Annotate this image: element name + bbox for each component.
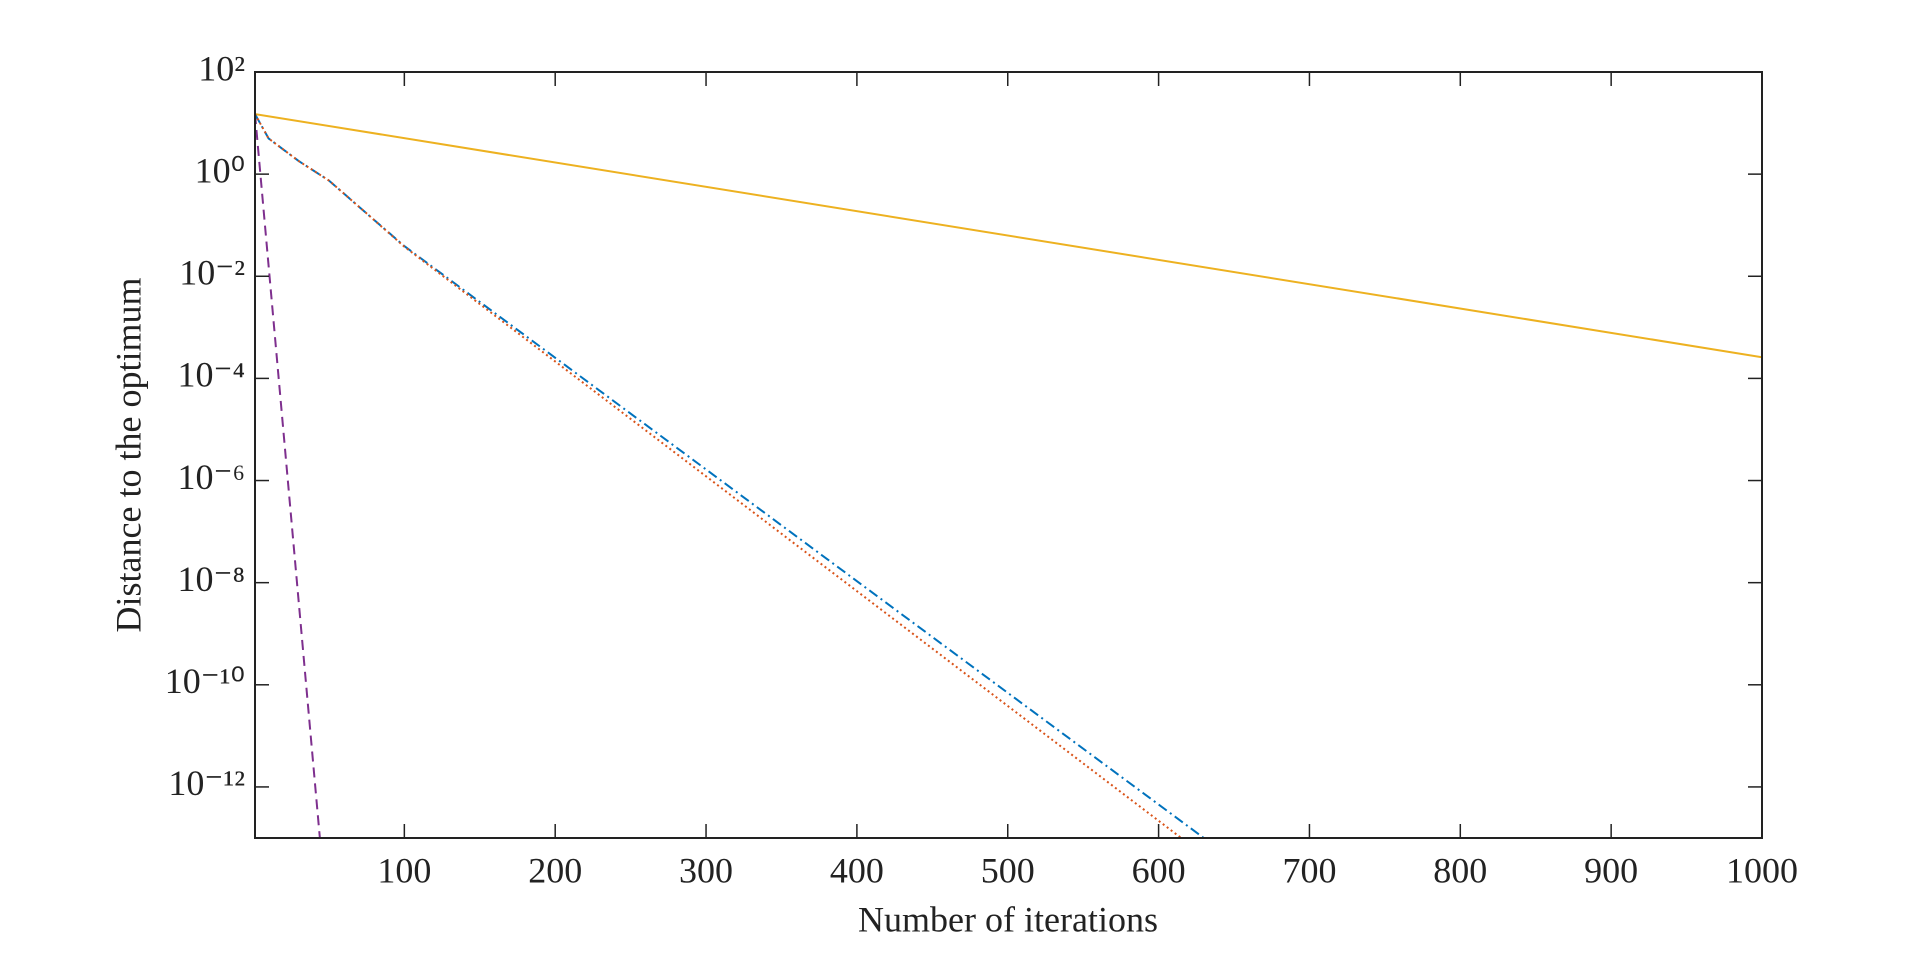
x-tick-label: 700 (1282, 850, 1336, 890)
y-tick-label: 10² (198, 48, 245, 88)
x-tick-label: 200 (528, 850, 582, 890)
x-tick-label: 100 (377, 850, 431, 890)
x-tick-label: 500 (981, 850, 1035, 890)
x-tick-label: 800 (1433, 850, 1487, 890)
data-line (255, 113, 321, 838)
data-line (255, 113, 1205, 838)
x-tick-label: 300 (679, 850, 733, 890)
x-tick-label: 1000 (1726, 850, 1798, 890)
y-tick-label: 10⁻⁸ (177, 559, 245, 599)
x-axis-label: Number of iterations (858, 899, 1158, 939)
y-axis-label: Distance to the optimum (108, 278, 148, 633)
data-line (255, 113, 1762, 359)
y-tick-label: 10⁻² (179, 253, 245, 293)
plot-frame (254, 71, 1763, 839)
x-tick-label: 400 (830, 850, 884, 890)
y-tick-label: 10⁻¹² (168, 763, 245, 803)
y-tick-label: 10⁻⁶ (177, 457, 245, 497)
y-tick-label: 10⁻⁴ (177, 355, 245, 395)
x-tick-label: 600 (1132, 850, 1186, 890)
y-tick-label: 10⁰ (195, 150, 245, 190)
data-line (255, 113, 1182, 838)
x-tick-label: 900 (1584, 850, 1638, 890)
y-tick-label: 10⁻¹⁰ (165, 661, 245, 701)
